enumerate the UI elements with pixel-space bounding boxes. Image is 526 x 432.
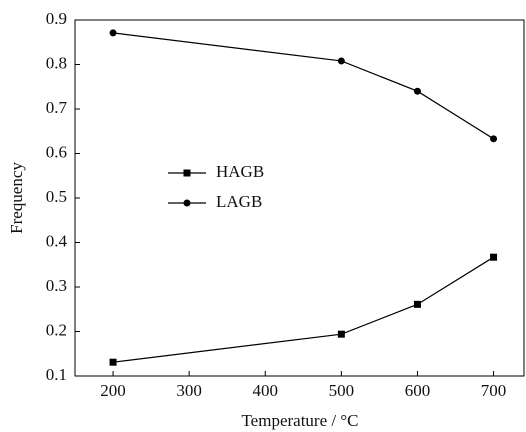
x-tick-label: 700 (481, 381, 507, 400)
marker (490, 135, 498, 143)
x-tick-label: 600 (405, 381, 431, 400)
x-tick-label: 200 (100, 381, 126, 400)
marker (183, 169, 191, 177)
x-tick-label: 300 (176, 381, 202, 400)
y-tick-label: 0.2 (46, 320, 67, 339)
y-tick-label: 0.4 (46, 231, 68, 250)
marker (183, 199, 191, 207)
marker (413, 300, 421, 308)
y-tick-label: 0.7 (46, 98, 68, 117)
y-tick-label: 0.3 (46, 276, 67, 295)
y-tick-label: 0.6 (46, 142, 67, 161)
x-axis-label: Temperature / °C (241, 411, 358, 430)
x-tick-label: 400 (253, 381, 279, 400)
x-tick-label: 500 (329, 381, 355, 400)
y-tick-label: 0.5 (46, 187, 67, 206)
y-tick-label: 0.9 (46, 9, 67, 28)
marker (337, 330, 345, 338)
plot-frame (74, 19, 525, 377)
marker (109, 358, 117, 366)
legend-label: LAGB (216, 192, 262, 211)
marker (109, 29, 117, 37)
legend-label: HAGB (216, 162, 264, 181)
y-axis-label: Frequency (7, 162, 26, 234)
marker (490, 253, 498, 261)
marker (337, 57, 345, 65)
marker (413, 87, 421, 95)
y-tick-label: 0.8 (46, 53, 67, 72)
y-tick-label: 0.1 (46, 365, 67, 384)
line (112, 256, 494, 363)
line (112, 32, 494, 140)
